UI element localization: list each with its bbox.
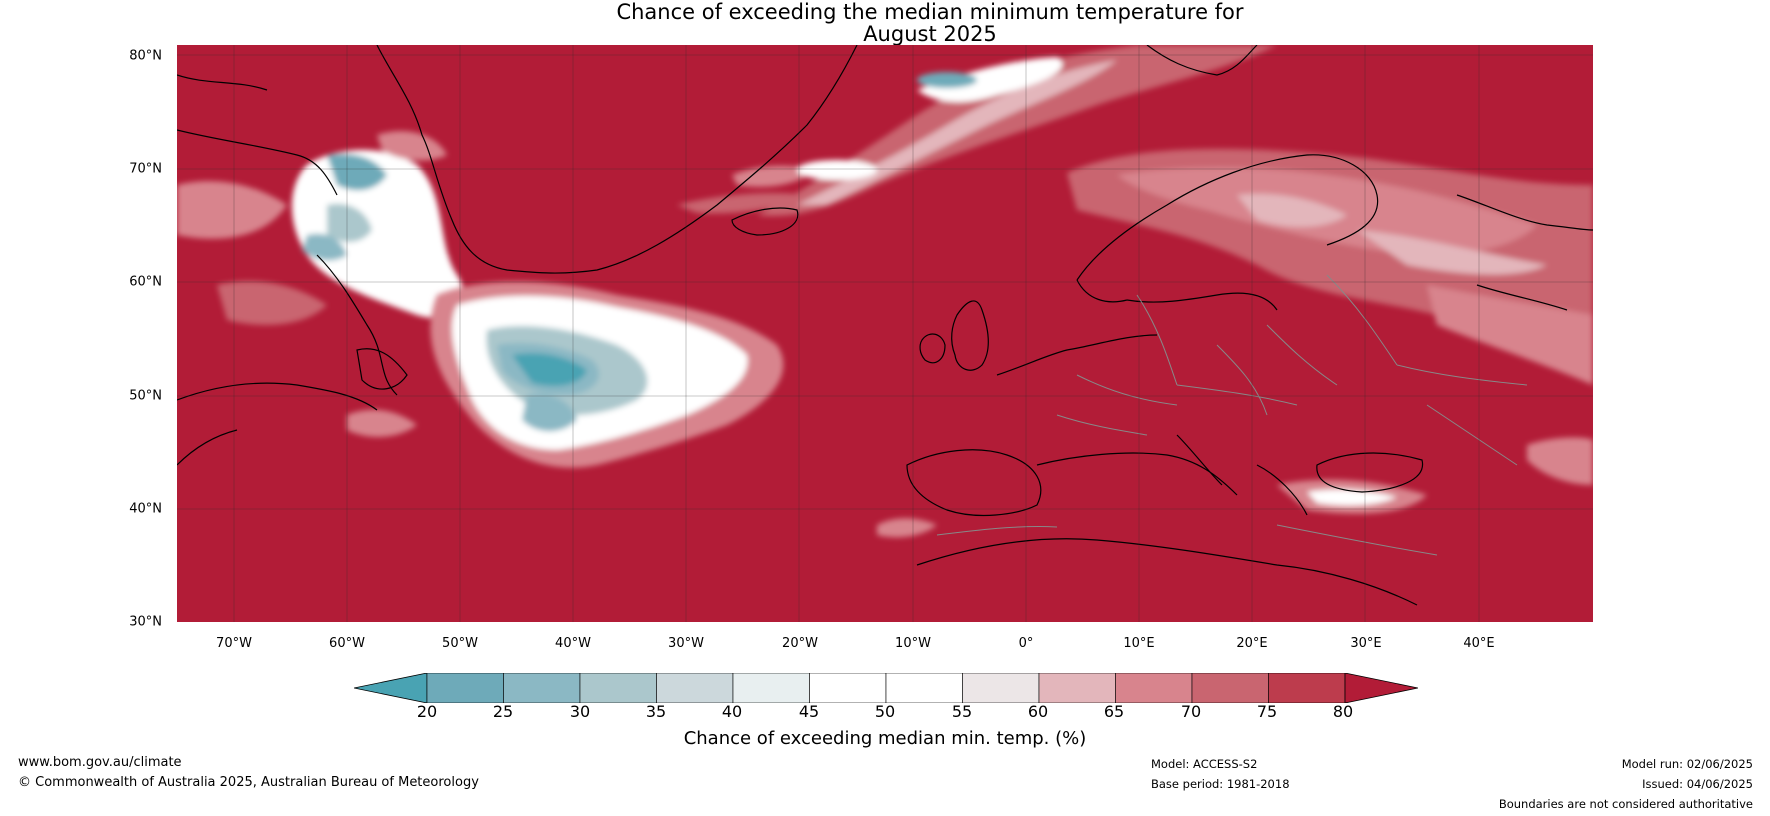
lon-label-20w: 20°W (782, 636, 818, 651)
probability-region-scandinavia (1067, 148, 1593, 385)
colorbar-tick: 40 (721, 702, 743, 721)
colorbar-bin (426, 673, 504, 703)
colorbar-bin (732, 673, 810, 703)
lon-label-0: 0° (1018, 636, 1034, 651)
colorbar-tick: 25 (492, 702, 514, 721)
colorbar-tick: 60 (1027, 702, 1049, 721)
lon-label-10e: 10°E (1123, 636, 1155, 651)
disclaimer-text: Boundaries are not considered authoritat… (1498, 797, 1753, 811)
coastlines (177, 45, 1593, 606)
lat-label-40n: 40°N (129, 501, 162, 517)
country-borders (936, 274, 1528, 556)
colorbar-extend-low (354, 673, 428, 703)
graticule (177, 45, 1593, 622)
colorbar-bin (579, 673, 657, 703)
colorbar-tick: 55 (951, 702, 973, 721)
lat-label-50n: 50°N (129, 388, 162, 404)
model-run-text: Model run: 02/06/2025 (1621, 757, 1753, 771)
colorbar-bin (962, 673, 1040, 703)
lon-label-60w: 60°W (329, 636, 365, 651)
lon-label-50w: 50°W (442, 636, 478, 651)
colorbar-bin (1038, 673, 1116, 703)
lon-label-40w: 40°W (555, 636, 591, 651)
lon-label-30e: 30°E (1350, 636, 1382, 651)
colorbar-extend-high (1344, 673, 1418, 703)
base-period-text: Base period: 1981-2018 (1151, 777, 1290, 791)
probability-region-north-atlantic (347, 281, 784, 468)
colorbar-tick: 80 (1332, 702, 1354, 721)
colorbar-bin (809, 673, 887, 703)
colorbar-tick: 35 (645, 702, 667, 721)
lon-label-70w: 70°W (216, 636, 252, 651)
colorbar-bin (885, 673, 963, 703)
colorbar (354, 673, 1418, 703)
lat-label-70n: 70°N (129, 161, 162, 177)
colorbar-tick: 30 (569, 702, 591, 721)
lon-label-10w: 10°W (895, 636, 931, 651)
map-title-line1: Chance of exceeding the median minimum t… (616, 0, 1244, 24)
colorbar-tick: 75 (1256, 702, 1278, 721)
colorbar-tick: 45 (798, 702, 820, 721)
lat-label-60n: 60°N (129, 274, 162, 290)
issued-text: Issued: 04/06/2025 (1642, 777, 1753, 791)
colorbar-bin (1268, 673, 1346, 703)
colorbar-bin (656, 673, 734, 703)
colorbar-label: Chance of exceeding median min. temp. (%… (683, 728, 1087, 749)
lon-label-20e: 20°E (1236, 636, 1268, 651)
lat-label-30n: 30°N (129, 614, 162, 630)
website-link[interactable]: www.bom.gov.au/climate (18, 755, 182, 770)
colorbar-tick: 50 (874, 702, 896, 721)
model-text: Model: ACCESS-S2 (1151, 757, 1258, 771)
copyright-text: © Commonwealth of Australia 2025, Austra… (18, 775, 479, 790)
lat-label-80n: 80°N (129, 48, 162, 64)
colorbar-bin (503, 673, 581, 703)
probability-region-greenland-sea (677, 45, 1277, 216)
colorbar-tick: 65 (1103, 702, 1125, 721)
colorbar-bin (1115, 673, 1193, 703)
colorbar-tick: 70 (1180, 702, 1202, 721)
probability-map (177, 45, 1593, 622)
colorbar-tick: 20 (416, 702, 438, 721)
map-title-line2: August 2025 (863, 22, 997, 46)
colorbar-bin (1191, 673, 1269, 703)
lon-label-30w: 30°W (668, 636, 704, 651)
lon-label-40e: 40°E (1463, 636, 1495, 651)
